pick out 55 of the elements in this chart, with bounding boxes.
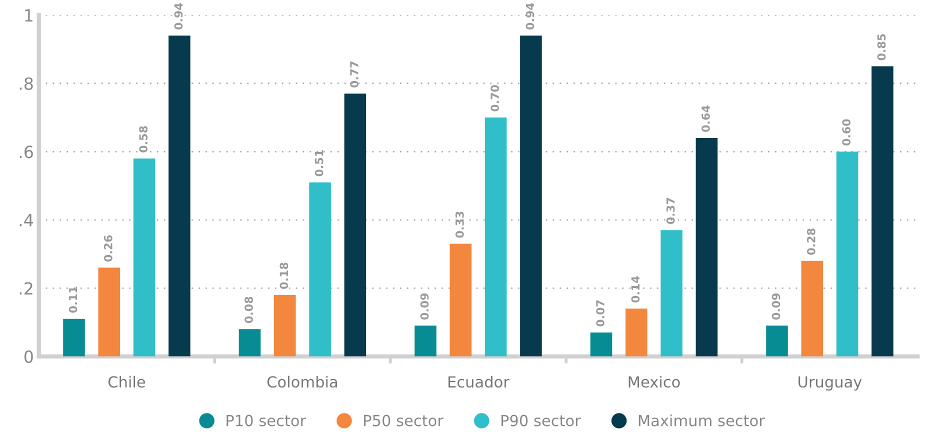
bar — [98, 268, 120, 356]
legend-label: P90 sector — [501, 414, 581, 426]
x-tick-label: Colombia — [267, 376, 337, 388]
text: 0.08 — [244, 296, 253, 324]
text: 0.94 — [526, 3, 534, 30]
text: 0.60 — [842, 119, 851, 146]
text: 0.64 — [702, 106, 710, 132]
text: 0.09 — [772, 293, 780, 320]
bar — [344, 94, 366, 356]
bar — [168, 36, 190, 356]
legend-label: P50 sector — [364, 414, 444, 426]
y-tick-label: .8 — [20, 77, 33, 90]
text: 0.09 — [420, 293, 429, 320]
bar — [133, 158, 156, 356]
bar — [309, 182, 331, 356]
y-tick-label: .6 — [20, 146, 33, 158]
text: 0.58 — [139, 126, 148, 152]
bar — [274, 294, 296, 356]
bar — [626, 308, 648, 356]
text: 0.18 — [280, 262, 288, 289]
x-tick-label: Mexico — [628, 376, 680, 388]
y-tick-label: .4 — [20, 214, 34, 226]
text: 0.70 — [490, 85, 500, 112]
bar — [450, 244, 472, 356]
text: 0.14 — [631, 276, 640, 303]
y-tick-label: 1 — [25, 9, 32, 22]
bar — [238, 329, 261, 356]
x-tick-label: Uruguay — [798, 376, 862, 391]
bar — [872, 66, 894, 356]
text: 0.51 — [314, 150, 324, 176]
text: 0.26 — [104, 235, 112, 262]
bar — [63, 318, 85, 356]
bar — [696, 138, 718, 356]
x-tick-label: Ecuador — [448, 376, 510, 388]
y-tick-label: .2 — [20, 282, 32, 294]
text: 0.85 — [877, 34, 886, 60]
legend-label: P10 sector — [226, 414, 306, 426]
y-tick-label: 0 — [24, 350, 33, 363]
text: 0.33 — [455, 212, 464, 238]
x-tick-label: Chile — [108, 376, 146, 388]
bar — [766, 326, 788, 356]
bar — [590, 332, 612, 356]
text: 0.11 — [68, 286, 78, 313]
legend-label: Maximum sector — [638, 414, 765, 426]
bar — [660, 230, 682, 356]
bar — [520, 36, 542, 356]
bar — [836, 152, 858, 356]
bar — [414, 326, 436, 356]
text: 0.77 — [350, 62, 358, 88]
text: 0.28 — [806, 228, 816, 255]
bar — [801, 260, 824, 356]
bar — [484, 118, 507, 356]
text: 0.94 — [174, 3, 183, 30]
text: 0.07 — [596, 300, 604, 326]
text: 0.37 — [666, 198, 675, 224]
